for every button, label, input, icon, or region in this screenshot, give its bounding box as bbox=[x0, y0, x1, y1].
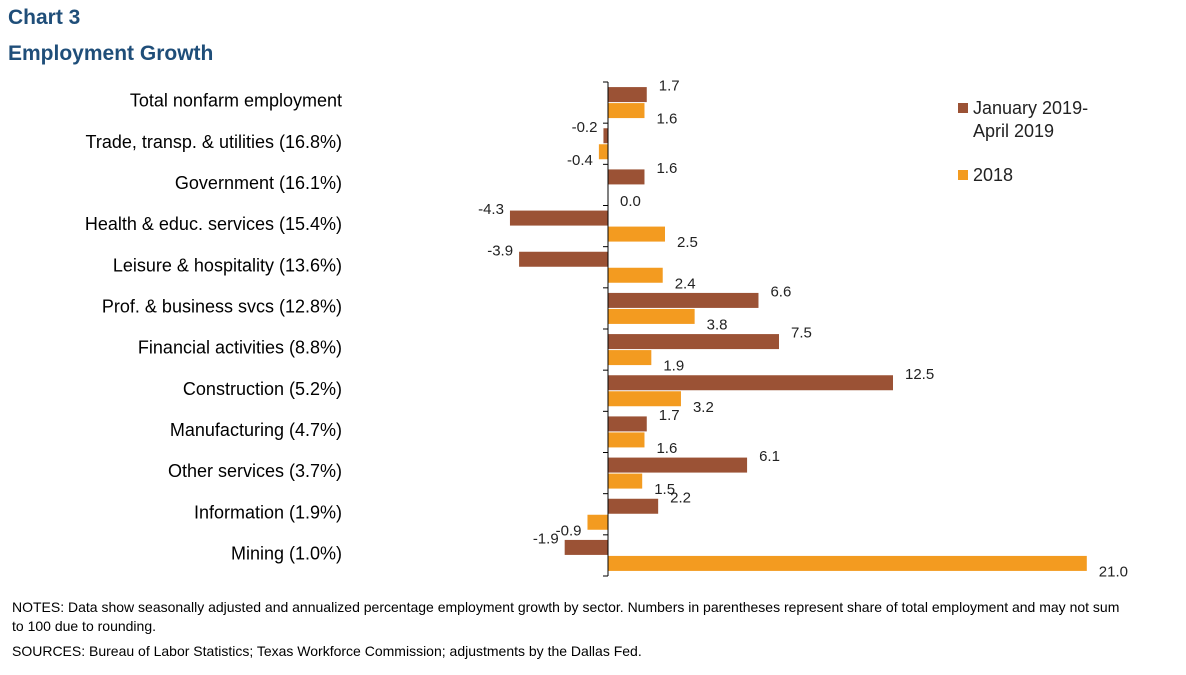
chart-sources: SOURCES: Bureau of Labor Statistics; Tex… bbox=[12, 643, 642, 659]
bar-series2-total-nonfarm-employment bbox=[608, 103, 645, 119]
category-label-construction: Construction (5.2%) bbox=[183, 379, 342, 399]
bar-series2-information bbox=[587, 514, 608, 530]
bar-series2-other-services bbox=[608, 473, 643, 489]
bar-series1-mining bbox=[564, 539, 608, 555]
data-label-series2-information: -0.9 bbox=[556, 522, 582, 539]
bar-series1-construction bbox=[608, 375, 893, 391]
data-label-series1-prof-business-svcs: 6.6 bbox=[770, 283, 791, 300]
bar-series2-financial-activities bbox=[608, 350, 652, 366]
data-label-series2-prof-business-svcs: 3.8 bbox=[707, 316, 728, 333]
data-label-series2-total-nonfarm-employment: 1.6 bbox=[656, 111, 677, 128]
category-label-prof-business-svcs: Prof. & business svcs (12.8%) bbox=[102, 296, 342, 316]
data-label-series1-trade-transp-utilities: -0.2 bbox=[572, 119, 598, 136]
bar-series1-health-educ-services bbox=[509, 210, 608, 226]
bar-series2-manufacturing bbox=[608, 432, 645, 448]
category-label-trade-transp-utilities: Trade, transp. & utilities (16.8%) bbox=[86, 132, 342, 152]
bar-series1-leisure-hospitality bbox=[519, 251, 608, 267]
bar-series2-leisure-hospitality bbox=[608, 267, 663, 283]
category-label-health-educ-services: Health & educ. services (15.4%) bbox=[85, 214, 342, 234]
data-label-series2-health-educ-services: 2.5 bbox=[677, 234, 698, 251]
data-label-series2-other-services: 1.5 bbox=[654, 481, 675, 498]
bar-series1-government bbox=[608, 169, 645, 185]
chart-subtitle: Employment Growth bbox=[8, 42, 214, 65]
data-label-series2-mining: 21.0 bbox=[1099, 563, 1128, 580]
data-label-series2-government: 0.0 bbox=[620, 193, 641, 210]
data-label-series1-other-services: 6.1 bbox=[759, 448, 780, 465]
category-label-manufacturing: Manufacturing (4.7%) bbox=[170, 420, 342, 440]
data-label-series2-leisure-hospitality: 2.4 bbox=[675, 275, 696, 292]
data-label-series1-leisure-hospitality: -3.9 bbox=[487, 242, 513, 259]
bar-chart: Total nonfarm employment 1.7 1.6 Trade, tra… bbox=[85, 78, 1128, 581]
bar-series1-trade-transp-utilities bbox=[603, 128, 608, 144]
data-label-series1-manufacturing: 1.7 bbox=[659, 407, 680, 424]
bar-series2-health-educ-services bbox=[608, 226, 665, 242]
legend-swatch-series2 bbox=[958, 170, 968, 180]
data-label-series1-financial-activities: 7.5 bbox=[791, 325, 812, 342]
category-label-government: Government (16.1%) bbox=[175, 173, 342, 193]
bar-series2-mining bbox=[608, 555, 1087, 571]
category-label-other-services: Other services (3.7%) bbox=[168, 461, 342, 481]
data-label-series2-manufacturing: 1.6 bbox=[656, 440, 677, 457]
bar-series2-trade-transp-utilities bbox=[598, 144, 608, 160]
chart-title: Chart 3 bbox=[8, 6, 81, 29]
legend-label-series2: 2018 bbox=[973, 165, 1013, 185]
data-label-series2-financial-activities: 1.9 bbox=[663, 358, 684, 375]
legend-label-series1: April 2019 bbox=[973, 121, 1054, 141]
data-label-series2-trade-transp-utilities: -0.4 bbox=[567, 152, 593, 169]
category-label-leisure-hospitality: Leisure & hospitality (13.6%) bbox=[113, 255, 342, 275]
category-label-total-nonfarm-employment: Total nonfarm employment bbox=[130, 91, 342, 111]
bar-series2-construction bbox=[608, 391, 681, 407]
bar-series1-information bbox=[608, 498, 659, 514]
category-label-mining: Mining (1.0%) bbox=[231, 543, 342, 563]
data-label-series1-construction: 12.5 bbox=[905, 366, 934, 383]
bar-series1-total-nonfarm-employment bbox=[608, 87, 647, 103]
category-label-information: Information (1.9%) bbox=[194, 502, 342, 522]
data-label-series2-construction: 3.2 bbox=[693, 399, 714, 416]
data-label-series1-total-nonfarm-employment: 1.7 bbox=[659, 78, 680, 95]
data-label-series1-government: 1.6 bbox=[656, 160, 677, 177]
bar-series2-prof-business-svcs bbox=[608, 308, 695, 324]
chart-notes: NOTES: Data show seasonally adjusted and… bbox=[12, 599, 1120, 634]
bar-series1-prof-business-svcs bbox=[608, 292, 759, 308]
data-label-series1-mining: -1.9 bbox=[533, 530, 559, 547]
data-label-series1-health-educ-services: -4.3 bbox=[478, 201, 504, 218]
bar-series1-manufacturing bbox=[608, 416, 647, 432]
category-label-financial-activities: Financial activities (8.8%) bbox=[138, 338, 342, 358]
bar-series1-other-services bbox=[608, 457, 748, 473]
legend-label-series1: January 2019- bbox=[973, 98, 1088, 118]
data-label-series1-information: 2.2 bbox=[670, 489, 691, 506]
legend-swatch-series1 bbox=[958, 103, 968, 113]
bar-series1-financial-activities bbox=[608, 334, 779, 350]
